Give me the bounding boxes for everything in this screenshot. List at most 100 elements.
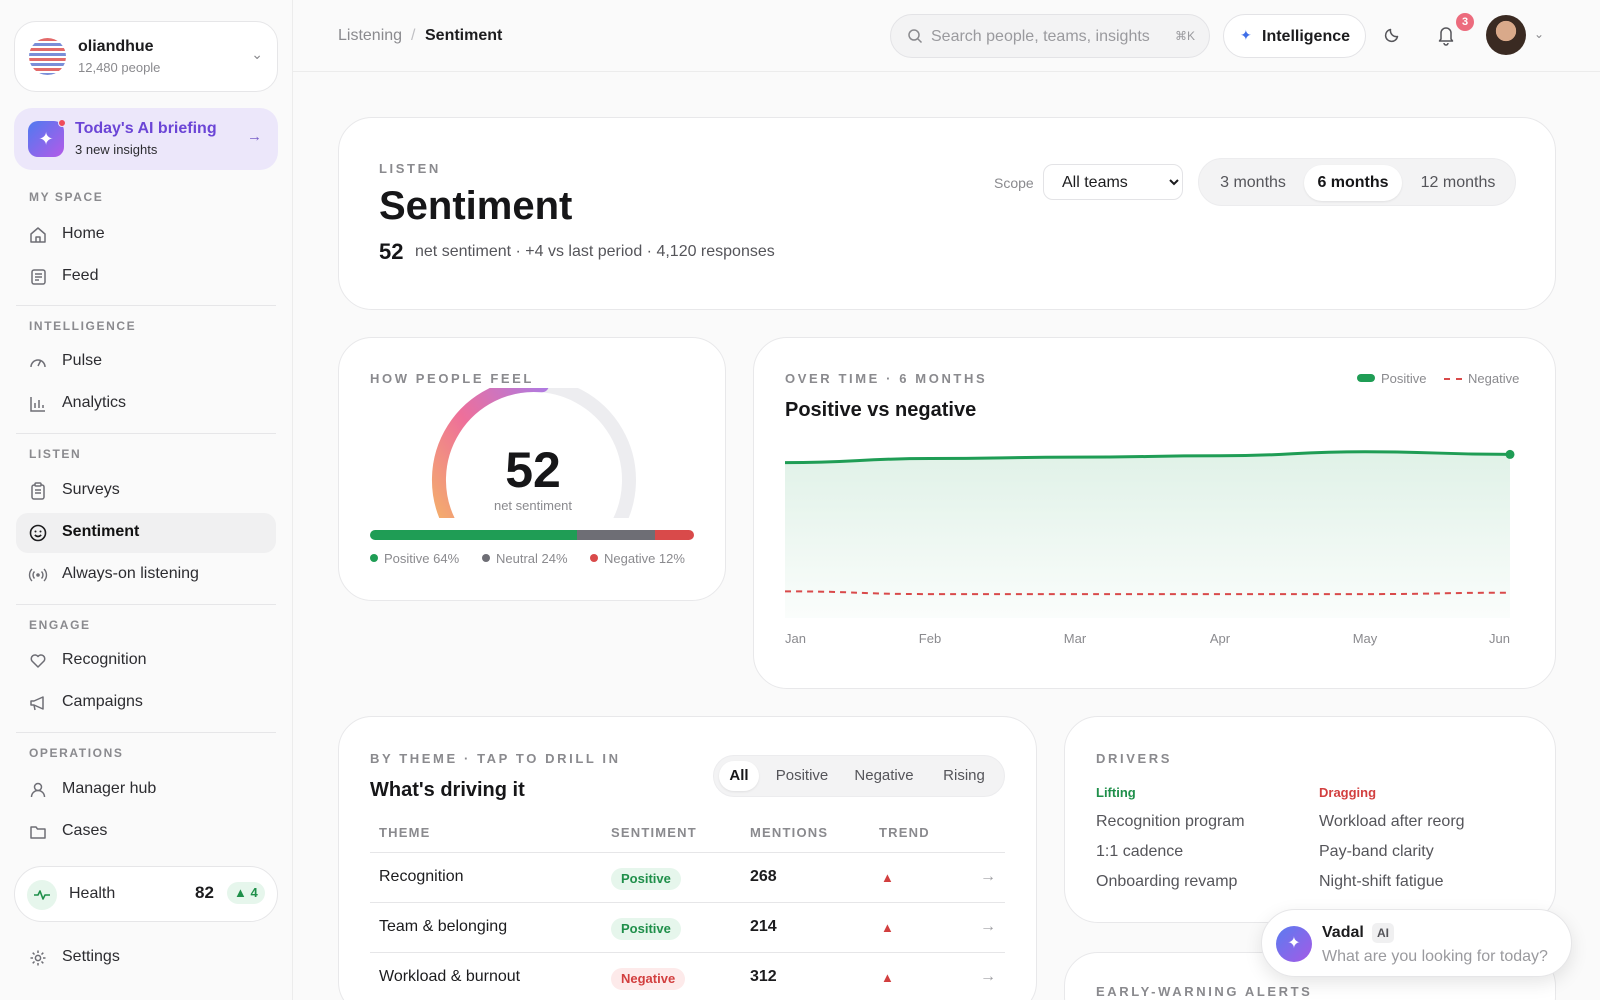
chart-title: Positive vs negative — [785, 399, 977, 421]
divider — [370, 952, 1005, 953]
moon-icon[interactable] — [1383, 24, 1403, 44]
arrow-right-icon[interactable]: → — [980, 918, 996, 935]
filter-rising[interactable]: Rising — [943, 767, 985, 784]
distribution-segment-negative — [655, 530, 694, 540]
legend-label: Neutral 24% — [496, 551, 568, 566]
sidebar-item-campaigns[interactable]: Campaigns — [16, 683, 276, 723]
driver-item[interactable]: Workload after reorg — [1319, 813, 1465, 830]
health-delta-badge: ▲ 4 — [227, 882, 265, 904]
arrow-right-icon[interactable]: → — [980, 968, 996, 985]
sidebar-item-sentiment[interactable]: Sentiment — [16, 513, 276, 553]
period-6-months[interactable]: 6 months — [1304, 165, 1402, 201]
nav-section-my-space: MY SPACE — [29, 190, 104, 204]
trend-up-icon: ▲ — [881, 870, 894, 885]
filter-all[interactable]: All — [719, 761, 759, 791]
sidebar: oliandhue 12,480 people ⌄ ✦ Today's AI b… — [0, 0, 293, 1000]
x-tick-label: Feb — [919, 631, 941, 646]
sidebar-item-label: Campaigns — [62, 693, 143, 710]
clipboard-icon — [31, 482, 45, 500]
legend-neutral: Neutral 24% — [482, 551, 568, 566]
intelligence-button[interactable]: ✦ Intelligence — [1223, 14, 1366, 58]
sidebar-item-feed[interactable]: Feed — [16, 257, 276, 297]
sidebar-item-settings[interactable]: Settings — [16, 938, 276, 978]
org-switcher[interactable]: oliandhue 12,480 people ⌄ — [14, 21, 278, 92]
filter-positive[interactable]: Positive — [775, 767, 829, 784]
bell-icon[interactable] — [1436, 24, 1456, 46]
pulse-icon — [27, 880, 57, 910]
notification-count-badge: 3 — [1456, 13, 1474, 31]
bar-chart-icon — [30, 397, 45, 412]
search-input[interactable] — [931, 25, 1161, 49]
sidebar-item-surveys[interactable]: Surveys — [16, 471, 276, 511]
legend-negative: Negative 12% — [590, 551, 685, 566]
column-header-mentions[interactable]: MENTIONS — [750, 825, 829, 840]
driver-item[interactable]: Night-shift fatigue — [1319, 873, 1444, 890]
sentiment-trend-chart: Jan Feb Mar Apr May Jun — [785, 449, 1515, 646]
x-tick-label: Jun — [1489, 631, 1510, 646]
page-eyebrow: LISTEN — [379, 161, 441, 176]
net-sentiment-summary: net sentiment · +4 vs last period · 4,12… — [415, 243, 775, 260]
filter-negative[interactable]: Negative — [854, 767, 914, 784]
sidebar-item-pulse[interactable]: Pulse — [16, 342, 276, 382]
health-score-card[interactable]: Health 82 ▲ 4 — [14, 866, 278, 922]
period-3-months[interactable]: 3 months — [1220, 174, 1286, 191]
home-icon — [30, 227, 46, 243]
divider — [370, 902, 1005, 903]
ai-badge: AI — [1372, 923, 1394, 943]
notification-dot — [58, 119, 66, 127]
legend-swatch — [1357, 374, 1375, 382]
driver-item[interactable]: Recognition program — [1096, 813, 1245, 830]
avatar[interactable] — [1486, 15, 1526, 55]
driver-item[interactable]: Pay-band clarity — [1319, 843, 1434, 860]
ai-assistant-widget[interactable]: ✦ Vadal AI — [1261, 909, 1572, 977]
briefing-subtitle: 3 new insights — [75, 142, 158, 157]
legend-positive: Positive 64% — [370, 551, 459, 566]
scope-select[interactable]: All teams — [1043, 164, 1183, 200]
series-positive-area — [785, 451, 1510, 618]
feed-icon — [31, 269, 46, 285]
sidebar-item-manager-hub[interactable]: Manager hub — [16, 770, 276, 810]
person-icon — [30, 782, 46, 798]
card-eyebrow: BY THEME · TAP TO DRILL IN — [370, 751, 621, 766]
nav-section-engage: ENGAGE — [29, 618, 91, 632]
legend-label: Negative — [1468, 371, 1520, 386]
driver-item[interactable]: 1:1 cadence — [1096, 843, 1184, 860]
chevron-down-icon[interactable]: ⌄ — [1534, 27, 1545, 41]
trend-up-icon: ▲ — [881, 970, 894, 985]
sidebar-item-home[interactable]: Home — [16, 215, 276, 255]
divider — [16, 305, 276, 306]
sidebar-item-recognition[interactable]: Recognition — [16, 641, 276, 681]
megaphone-icon — [30, 696, 44, 711]
sidebar-item-cases[interactable]: Cases — [16, 812, 276, 852]
search-bar[interactable]: ⌘K — [890, 14, 1210, 58]
breadcrumb-listening[interactable]: Listening — [338, 27, 403, 44]
series-positive-last-point[interactable] — [1505, 449, 1515, 459]
sidebar-item-label: Home — [62, 225, 105, 242]
sentiment-pill: Positive — [611, 918, 681, 940]
divider — [16, 604, 276, 605]
period-segmented-control: 3 months 6 months 12 months — [1198, 158, 1516, 206]
row-mentions: 312 — [750, 968, 777, 985]
sidebar-item-label: Feed — [62, 267, 99, 284]
column-header-sentiment[interactable]: SENTIMENT — [611, 825, 697, 840]
sentiment-pill: Positive — [611, 868, 681, 890]
x-tick-label: Apr — [1210, 631, 1231, 646]
arrow-right-icon[interactable]: → — [980, 868, 996, 885]
driver-item[interactable]: Onboarding revamp — [1096, 873, 1238, 890]
sidebar-item-always-on-listening[interactable]: Always-on listening — [16, 555, 276, 595]
divider — [16, 433, 276, 434]
column-header-trend[interactable]: TREND — [879, 825, 930, 840]
legend-negative: Negative — [1444, 371, 1519, 386]
column-header-theme[interactable]: THEME — [379, 825, 431, 840]
sidebar-item-analytics[interactable]: Analytics — [16, 384, 276, 424]
assistant-input[interactable] — [1322, 946, 1562, 968]
sidebar-item-label: Recognition — [62, 651, 147, 668]
period-12-months[interactable]: 12 months — [1420, 174, 1496, 191]
sparkle-icon: ✦ — [1276, 926, 1312, 962]
ai-briefing-card[interactable]: ✦ Today's AI briefing 3 new insights → — [14, 108, 278, 170]
smile-icon — [29, 524, 47, 542]
breadcrumb-separator: / — [411, 27, 416, 44]
x-tick-label: May — [1353, 631, 1378, 646]
nav-section-intelligence: INTELLIGENCE — [29, 319, 137, 333]
card-eyebrow: HOW PEOPLE FEEL — [370, 371, 534, 386]
